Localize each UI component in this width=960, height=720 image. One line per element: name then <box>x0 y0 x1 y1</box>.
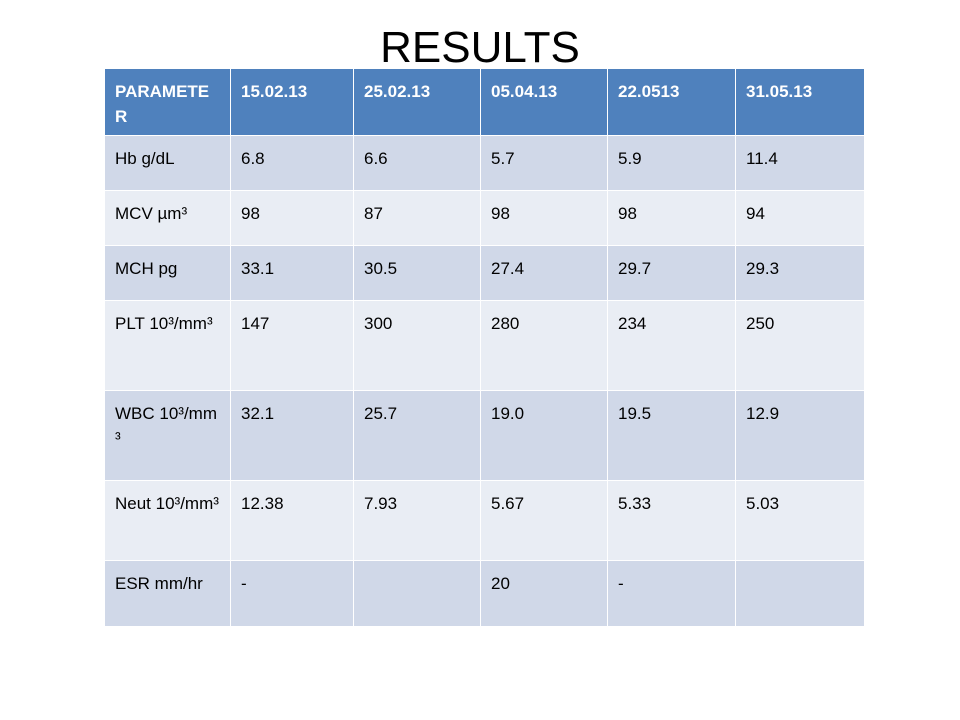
table-row: PLT 10³/mm³ 147 300 280 234 250 <box>104 300 865 391</box>
value-cell: 7.93 <box>353 480 481 561</box>
header-cell: 05.04.13 <box>480 68 608 136</box>
table-row: MCV µm³ 98 87 98 98 94 <box>104 190 865 246</box>
value-cell <box>735 560 865 627</box>
row-label: MCV µm³ <box>104 190 231 246</box>
table-row: Neut 10³/mm³ 12.38 7.93 5.67 5.33 5.03 <box>104 480 865 561</box>
header-cell: PARAMETER <box>104 68 231 136</box>
row-label: PLT 10³/mm³ <box>104 300 231 391</box>
table-row: Hb g/dL 6.8 6.6 5.7 5.9 11.4 <box>104 135 865 191</box>
value-cell: 19.0 <box>480 390 608 481</box>
value-cell: - <box>607 560 736 627</box>
value-cell: 5.33 <box>607 480 736 561</box>
results-table: PARAMETER 15.02.13 25.02.13 05.04.13 22.0513… <box>104 68 865 627</box>
value-cell: 29.7 <box>607 245 736 301</box>
value-cell: 98 <box>607 190 736 246</box>
value-cell: 27.4 <box>480 245 608 301</box>
value-cell: 32.1 <box>230 390 354 481</box>
value-cell: 30.5 <box>353 245 481 301</box>
value-cell: 5.03 <box>735 480 865 561</box>
table-row: ESR mm/hr -20- <box>104 560 865 627</box>
value-cell: 6.6 <box>353 135 481 191</box>
value-cell: 5.67 <box>480 480 608 561</box>
header-cell: 22.0513 <box>607 68 736 136</box>
value-cell: 5.9 <box>607 135 736 191</box>
value-cell: 98 <box>230 190 354 246</box>
value-cell: 12.38 <box>230 480 354 561</box>
row-label: Neut 10³/mm³ <box>104 480 231 561</box>
header-cell: 31.05.13 <box>735 68 865 136</box>
table-row: WBC 10³/mm³ 32.1 25.7 19.0 19.5 12.9 <box>104 390 865 481</box>
row-label: MCH pg <box>104 245 231 301</box>
value-cell: 300 <box>353 300 481 391</box>
value-cell <box>353 560 481 627</box>
value-cell: - <box>230 560 354 627</box>
value-cell: 147 <box>230 300 354 391</box>
value-cell: 234 <box>607 300 736 391</box>
header-cell: 25.02.13 <box>353 68 481 136</box>
row-label: Hb g/dL <box>104 135 231 191</box>
value-cell: 11.4 <box>735 135 865 191</box>
value-cell: 29.3 <box>735 245 865 301</box>
value-cell: 250 <box>735 300 865 391</box>
row-label: WBC 10³/mm³ <box>104 390 231 481</box>
slide-title: RESULTS <box>380 23 580 72</box>
row-label: ESR mm/hr <box>104 560 231 627</box>
header-row: PARAMETER 15.02.13 25.02.13 05.04.13 22.0513… <box>104 68 865 136</box>
value-cell: 98 <box>480 190 608 246</box>
value-cell: 280 <box>480 300 608 391</box>
value-cell: 19.5 <box>607 390 736 481</box>
value-cell: 20 <box>480 560 608 627</box>
value-cell: 94 <box>735 190 865 246</box>
value-cell: 25.7 <box>353 390 481 481</box>
value-cell: 6.8 <box>230 135 354 191</box>
table-row: MCH pg 33.1 30.5 27.4 29.7 29.3 <box>104 245 865 301</box>
value-cell: 12.9 <box>735 390 865 481</box>
value-cell: 33.1 <box>230 245 354 301</box>
value-cell: 87 <box>353 190 481 246</box>
value-cell: 5.7 <box>480 135 608 191</box>
header-cell: 15.02.13 <box>230 68 354 136</box>
